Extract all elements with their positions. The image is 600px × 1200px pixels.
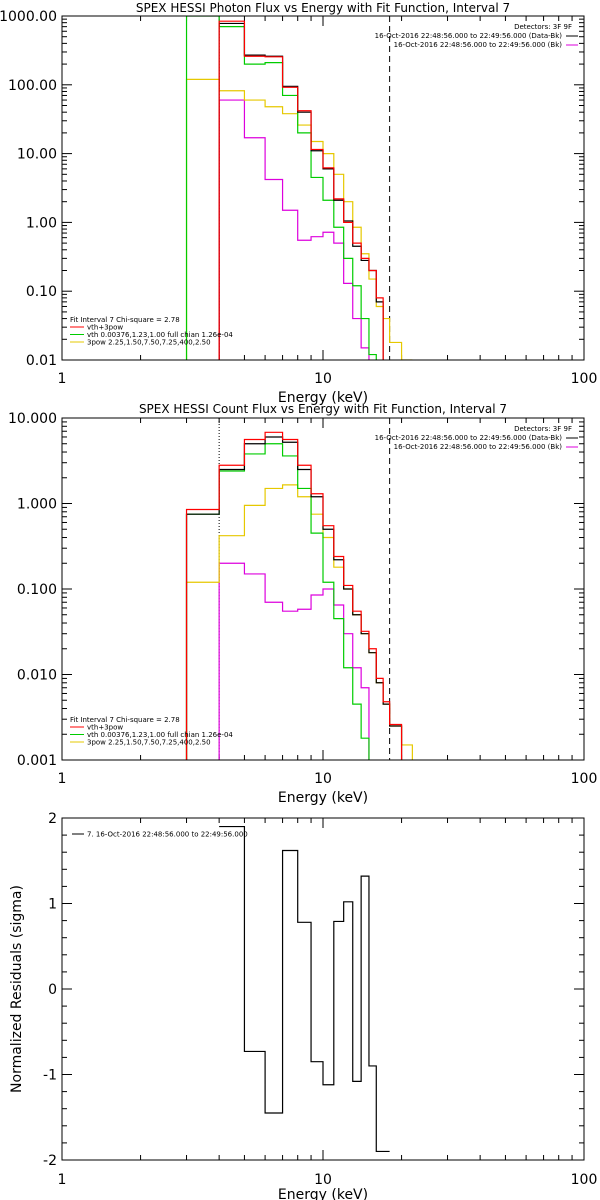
x-tick-label: 100 [571,1172,598,1188]
y-axis-ticks [62,421,584,761]
chart-title: SPEX HESSI Count Flux vs Energy with Fit… [139,402,507,416]
series-vth-3pow [185,431,403,760]
chart-2: SPEX HESSI Count Flux vs Energy with Fit… [8,402,597,806]
x-axis-label: Energy (keV) [278,790,368,806]
legend-3pow: 3pow 2.25,1.50,7.50,7.25,400,2.50 [87,739,211,747]
series-data-bk [218,22,384,360]
y-tick-label: 0.100 [17,582,57,598]
y-tick-label: 0.010 [17,668,57,684]
legend-detectors: Detectors: 3F 9F [514,425,572,433]
y-tick-label: 0.10 [26,284,57,300]
legend-vth3pow: vth+3pow [87,724,123,732]
series-3pow [185,484,413,760]
chart-title: SPEX HESSI Photon Flux vs Energy with Fi… [136,1,510,15]
plot-frame [61,15,585,361]
x-axis-label: Energy (keV) [278,1187,368,1200]
y-axis-label: Normalized Residuals (sigma) [9,885,25,1093]
y-tick-label: 0.001 [17,753,57,769]
y-tick-label: 1000.00 [0,9,57,25]
plot-frame [61,817,585,1161]
legend-detectors: Detectors: 3F 9F [514,23,572,31]
series-bk [218,99,370,360]
x-tick-label: 100 [571,771,598,787]
legend-bk: 16-Oct-2016 22:48:56.000 to 22:49:56.000… [394,443,563,451]
x-tick-label: 1 [58,1172,67,1188]
y-axis-ticks [62,817,584,1161]
series-vth-3pow [218,20,384,360]
plot-frame [61,417,585,761]
series-vth [185,16,377,360]
y-tick-label: 1 [48,897,57,913]
x-axis-ticks [61,818,573,1160]
x-tick-label: 10 [314,1172,332,1188]
y-tick-label: 1.000 [17,497,57,513]
legend-vth: vth 0.00376,1.23,1.00 full chian 1.26e-0… [87,731,233,739]
legend-fit-interval: Fit Interval 7 Chi-square = 2.78 [70,316,180,324]
x-tick-label: 10 [314,371,332,387]
legend-residual-interval: 7. 16-Oct-2016 22:48:56.000 to 22:49:56.… [87,831,248,839]
legend-data-bk: 16-Oct-2016 22:48:56.000 to 22:49:56.000… [375,32,563,40]
legend-vth: vth 0.00376,1.23,1.00 full chian 1.26e-0… [87,331,233,339]
series-3pow [185,78,413,360]
y-tick-label: 1.00 [26,215,57,231]
legend-fit-interval: Fit Interval 7 Chi-square = 2.78 [70,716,180,724]
legend-data-bk: 16-Oct-2016 22:48:56.000 to 22:49:56.000… [375,434,563,442]
x-axis-ticks [61,418,573,760]
y-tick-label: 0 [48,982,57,998]
x-tick-label: 1 [58,371,67,387]
legend-vth3pow: vth+3pow [87,324,123,332]
y-tick-label: 2 [48,811,57,827]
chart-3: 1 10 100 -2 -1 0 1 2 Energy (keV) Normalized Resi… [9,811,597,1200]
x-axis-ticks [61,16,573,360]
x-tick-label: 10 [314,771,332,787]
series-bk [218,562,370,760]
legend-3pow: 3pow 2.25,1.50,7.50,7.25,400,2.50 [87,339,211,347]
x-axis-label: Energy (keV) [278,390,368,406]
y-tick-label: 10.000 [8,411,57,427]
x-tick-label: 1 [58,771,67,787]
y-tick-label: 0.01 [26,353,57,369]
y-tick-label: -1 [43,1068,57,1084]
legend-bk: 16-Oct-2016 22:48:56.000 to 22:49:56.000… [394,41,563,49]
x-tick-label: 100 [571,371,598,387]
chart-1: SPEX HESSI Photon Flux vs Energy with Fi… [0,1,597,406]
series-residuals [219,825,390,1153]
y-tick-label: 100.00 [8,78,57,94]
y-tick-label: 10.00 [17,147,57,163]
y-tick-label: -2 [43,1153,57,1169]
